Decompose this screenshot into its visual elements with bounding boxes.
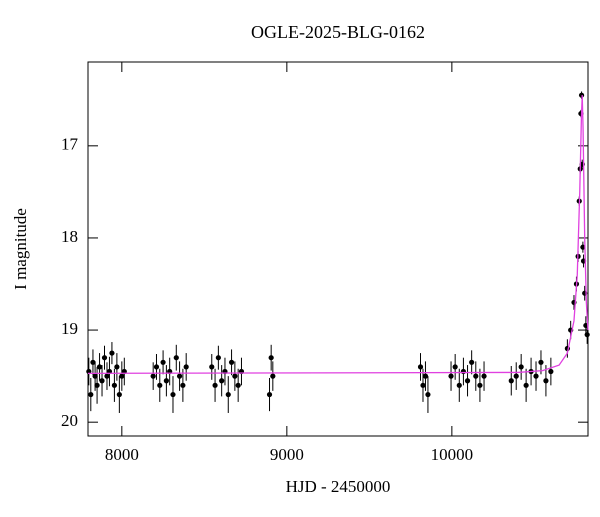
data-point: [163, 378, 169, 384]
data-point: [473, 373, 479, 379]
y-tick-label: 17: [61, 135, 79, 154]
data-point: [456, 382, 462, 388]
data-point: [538, 359, 544, 365]
data-point: [464, 378, 471, 384]
data-point: [104, 373, 110, 379]
data-point: [176, 373, 183, 379]
data-point: [225, 391, 231, 398]
data-point: [422, 373, 429, 379]
data-point: [180, 382, 186, 388]
x-tick-label: 10000: [431, 445, 474, 464]
data-point: [228, 359, 235, 365]
data-point: [508, 378, 514, 384]
data-point: [94, 382, 100, 388]
data-point: [580, 244, 586, 250]
data-point: [92, 373, 98, 379]
data-point: [173, 355, 179, 361]
data-point: [150, 373, 156, 379]
y-tick-label: 19: [61, 319, 78, 338]
data-point: [533, 373, 539, 379]
data-point: [270, 373, 276, 379]
data-point: [477, 382, 483, 388]
y-axis-label: I magnitude: [11, 208, 30, 290]
plot-frame: [87, 61, 589, 437]
data-point: [119, 373, 125, 379]
x-axis-label: HJD - 2450000: [286, 477, 391, 496]
data-point: [548, 368, 554, 375]
data-point: [109, 350, 115, 356]
data-point: [111, 382, 118, 388]
data-point: [212, 382, 218, 388]
data-point: [235, 382, 241, 388]
data-point: [448, 373, 454, 379]
data-point: [153, 364, 160, 370]
data-point: [219, 378, 225, 384]
data-point: [183, 364, 189, 370]
data-point: [268, 355, 274, 361]
data-point: [523, 382, 529, 388]
data-point: [469, 359, 475, 365]
data-point: [232, 373, 238, 379]
data-point: [101, 355, 108, 361]
data-point: [99, 378, 105, 384]
data-point: [209, 364, 215, 370]
data-point: [460, 368, 467, 375]
data-point: [88, 391, 94, 398]
y-tick-label: 20: [61, 411, 78, 430]
data-point: [160, 359, 166, 365]
data-point: [584, 332, 590, 338]
chart-title: OGLE-2025-BLG-0162: [251, 22, 425, 42]
data-point: [96, 364, 103, 370]
data-point: [116, 391, 122, 398]
data-point: [157, 382, 163, 388]
data-point: [170, 391, 176, 398]
data-point: [513, 373, 519, 379]
data-point: [543, 378, 549, 384]
x-tick-label: 9000: [270, 445, 304, 464]
data-point: [266, 391, 273, 398]
y-tick-label: 18: [61, 227, 78, 246]
model-line: [87, 95, 589, 375]
data-point: [481, 373, 487, 379]
data-point: [417, 364, 424, 370]
x-tick-label: 8000: [105, 445, 139, 464]
data-point: [90, 359, 96, 365]
data-point: [114, 364, 120, 370]
data-point: [452, 364, 458, 370]
data-point: [215, 355, 221, 361]
data-point: [518, 364, 524, 370]
data-point: [420, 382, 426, 388]
data-point: [425, 391, 431, 398]
